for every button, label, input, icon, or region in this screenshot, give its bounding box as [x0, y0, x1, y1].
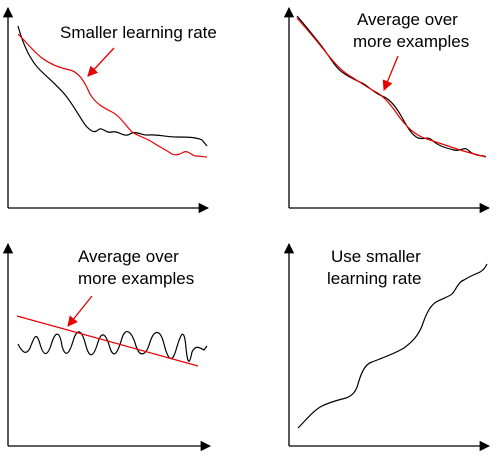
caption-line: more examples	[78, 269, 194, 288]
annotation-arrow	[87, 47, 115, 77]
caption-line: Smaller learning rate	[60, 23, 217, 42]
black-curve	[17, 25, 208, 147]
panel-bottom-left: Average over more examples	[2, 242, 212, 452]
caption-line: Use smaller	[331, 247, 421, 266]
annotation-arrow	[67, 295, 93, 327]
caption-line: more examples	[353, 32, 469, 51]
panel-bottom-right: Use smaller learning rate	[283, 242, 491, 452]
annotation-arrow	[382, 55, 399, 91]
black-curve	[17, 330, 208, 362]
caption-line: Average over	[357, 10, 458, 29]
caption-line: learning rate	[327, 269, 422, 288]
black-curve	[297, 263, 488, 429]
panel-top-left: Smaller learning rate	[2, 6, 217, 214]
red-curve	[296, 17, 487, 158]
red-curve	[16, 315, 199, 367]
red-curve	[17, 33, 208, 158]
caption-line: Average over	[78, 247, 179, 266]
panel-top-right: Average over more examples	[283, 6, 491, 214]
